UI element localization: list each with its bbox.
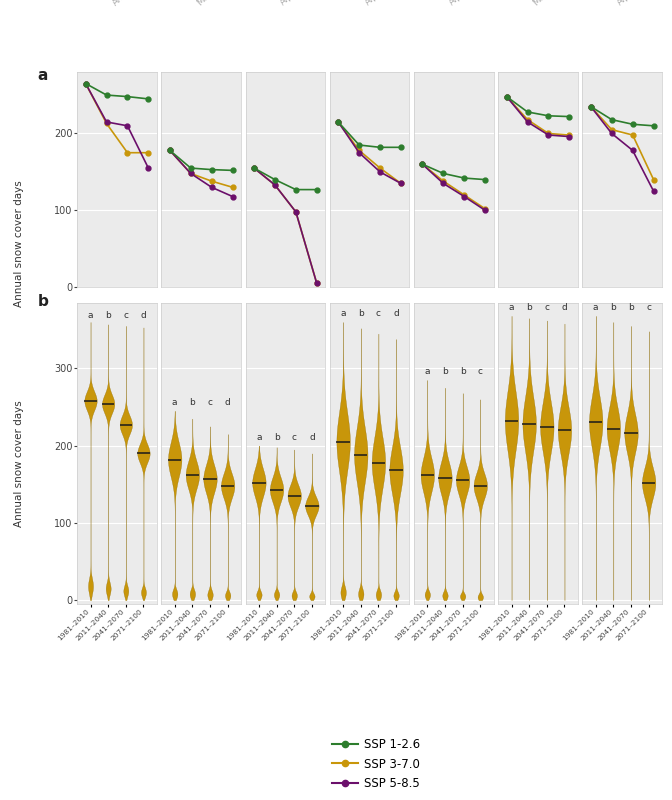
Text: Southern
Alps: Southern Alps bbox=[608, 0, 650, 7]
Text: b: b bbox=[526, 303, 532, 312]
Text: a: a bbox=[172, 398, 177, 407]
Text: Australian
Alps: Australian Alps bbox=[271, 0, 316, 7]
Text: c: c bbox=[646, 303, 651, 312]
Text: a: a bbox=[256, 433, 261, 442]
Text: b: b bbox=[106, 310, 111, 320]
Text: b: b bbox=[358, 309, 364, 318]
Text: a: a bbox=[509, 303, 514, 312]
Text: a: a bbox=[425, 367, 430, 376]
Text: b: b bbox=[442, 367, 448, 376]
Text: b: b bbox=[274, 433, 280, 442]
Text: European
Alps: European Alps bbox=[356, 0, 398, 7]
Text: c: c bbox=[124, 310, 128, 320]
Text: a: a bbox=[38, 68, 48, 82]
Text: b: b bbox=[628, 303, 634, 312]
Text: c: c bbox=[208, 398, 212, 407]
Text: c: c bbox=[292, 433, 297, 442]
Text: b: b bbox=[38, 294, 48, 309]
Text: Japanese
Alps: Japanese Alps bbox=[440, 0, 482, 7]
Text: d: d bbox=[225, 398, 230, 407]
Text: d: d bbox=[309, 433, 314, 442]
Text: Annual snow cover days: Annual snow cover days bbox=[14, 181, 24, 307]
Text: a: a bbox=[341, 309, 346, 318]
Text: Annual snow cover days: Annual snow cover days bbox=[14, 401, 24, 527]
Text: b: b bbox=[460, 367, 466, 376]
Text: Appalachian
Mountains: Appalachian Mountains bbox=[187, 0, 239, 7]
Text: b: b bbox=[190, 398, 196, 407]
Text: d: d bbox=[140, 310, 146, 320]
Text: c: c bbox=[478, 367, 482, 376]
Text: Andes: Andes bbox=[111, 0, 136, 7]
Text: d: d bbox=[393, 309, 399, 318]
Text: a: a bbox=[593, 303, 599, 312]
Legend: SSP 1-2.6, SSP 3-7.0, SSP 5-8.5: SSP 1-2.6, SSP 3-7.0, SSP 5-8.5 bbox=[333, 738, 420, 790]
Text: b: b bbox=[610, 303, 616, 312]
Text: c: c bbox=[544, 303, 549, 312]
Text: d: d bbox=[562, 303, 567, 312]
Text: Rocky
Mountains: Rocky Mountains bbox=[524, 0, 570, 7]
Text: c: c bbox=[376, 309, 381, 318]
Text: a: a bbox=[88, 310, 93, 320]
